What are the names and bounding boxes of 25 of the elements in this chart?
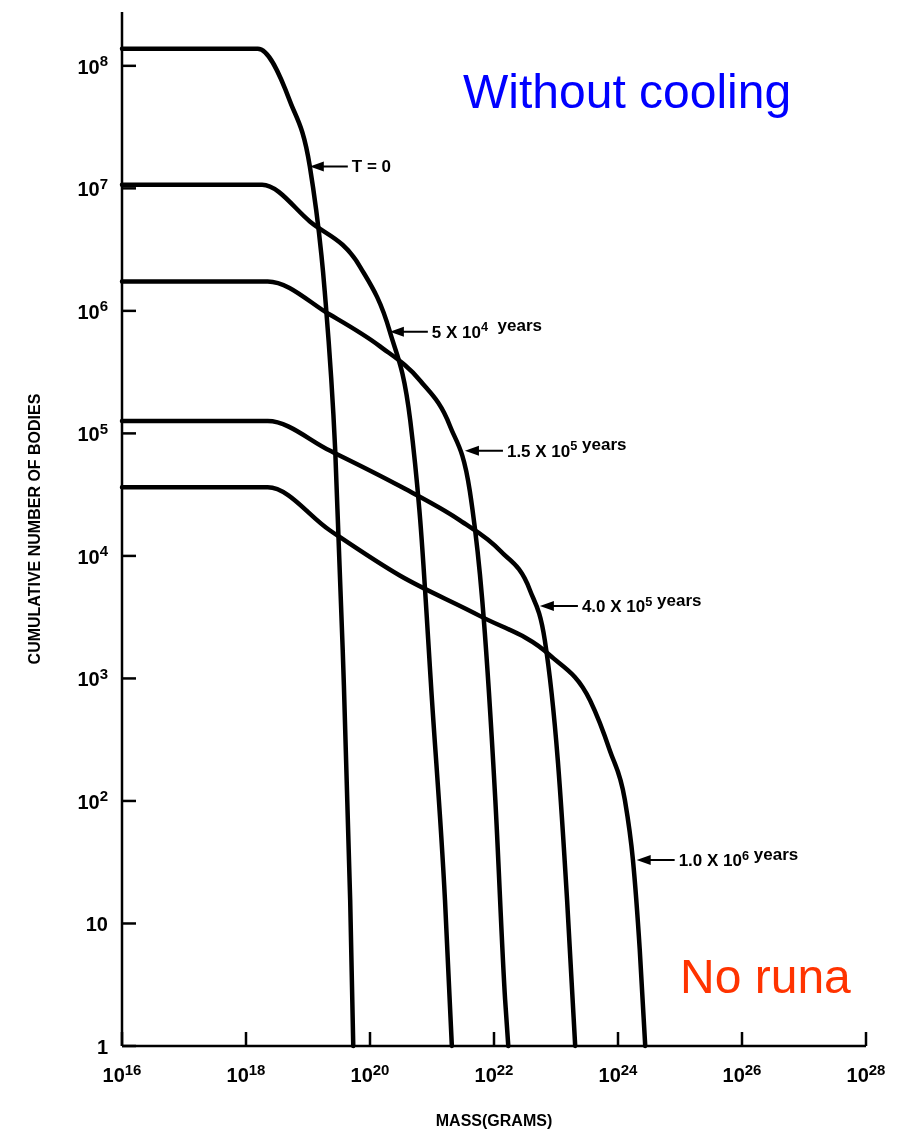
annotation: 1.5 X 10$^{5}$ years [506, 435, 627, 461]
x-tick-label: 10$^{16}$ [102, 1060, 142, 1086]
y-tick-label: 10$^{8}$ [77, 52, 108, 78]
annotation: T = 0 [351, 157, 392, 177]
annotation: 4.0 X 10$^{5}$ years [581, 590, 702, 617]
y-tick-label: 10$^{5}$ [77, 419, 108, 446]
x-tick-label: 10$^{24}$ [598, 1060, 639, 1086]
y-tick-label: 10$^{6}$ [77, 297, 108, 323]
x-tick-label: 10$^{26}$ [722, 1060, 762, 1086]
y-tick-label: 10 [85, 913, 108, 936]
y-tick-label: 10$^{4}$ [77, 542, 109, 568]
annotation: Without cooling [463, 65, 792, 118]
y-tick-label: 10$^{3}$ [77, 664, 108, 691]
annotation: 1.0 X 10$^{6}$ years [678, 844, 799, 870]
y-tick-label: 10$^{7}$ [77, 174, 108, 201]
y-tick-label: 1 [96, 1036, 108, 1058]
x-axis-title: MASS(GRAMS) [435, 1112, 553, 1129]
y-axis-title: CUMULATIVE NUMBER OF BODIES [26, 393, 43, 665]
y-tick-label: 10$^{2}$ [77, 787, 108, 813]
x-tick-label: 10$^{20}$ [350, 1060, 390, 1086]
x-tick-label: 10$^{22}$ [474, 1060, 514, 1086]
annotation: No runa [680, 950, 852, 1003]
x-tick-label: 10$^{18}$ [226, 1060, 266, 1086]
annotation: 5 X 10$^{4}$ years [431, 316, 542, 342]
x-tick-label: 10$^{28}$ [846, 1060, 886, 1086]
